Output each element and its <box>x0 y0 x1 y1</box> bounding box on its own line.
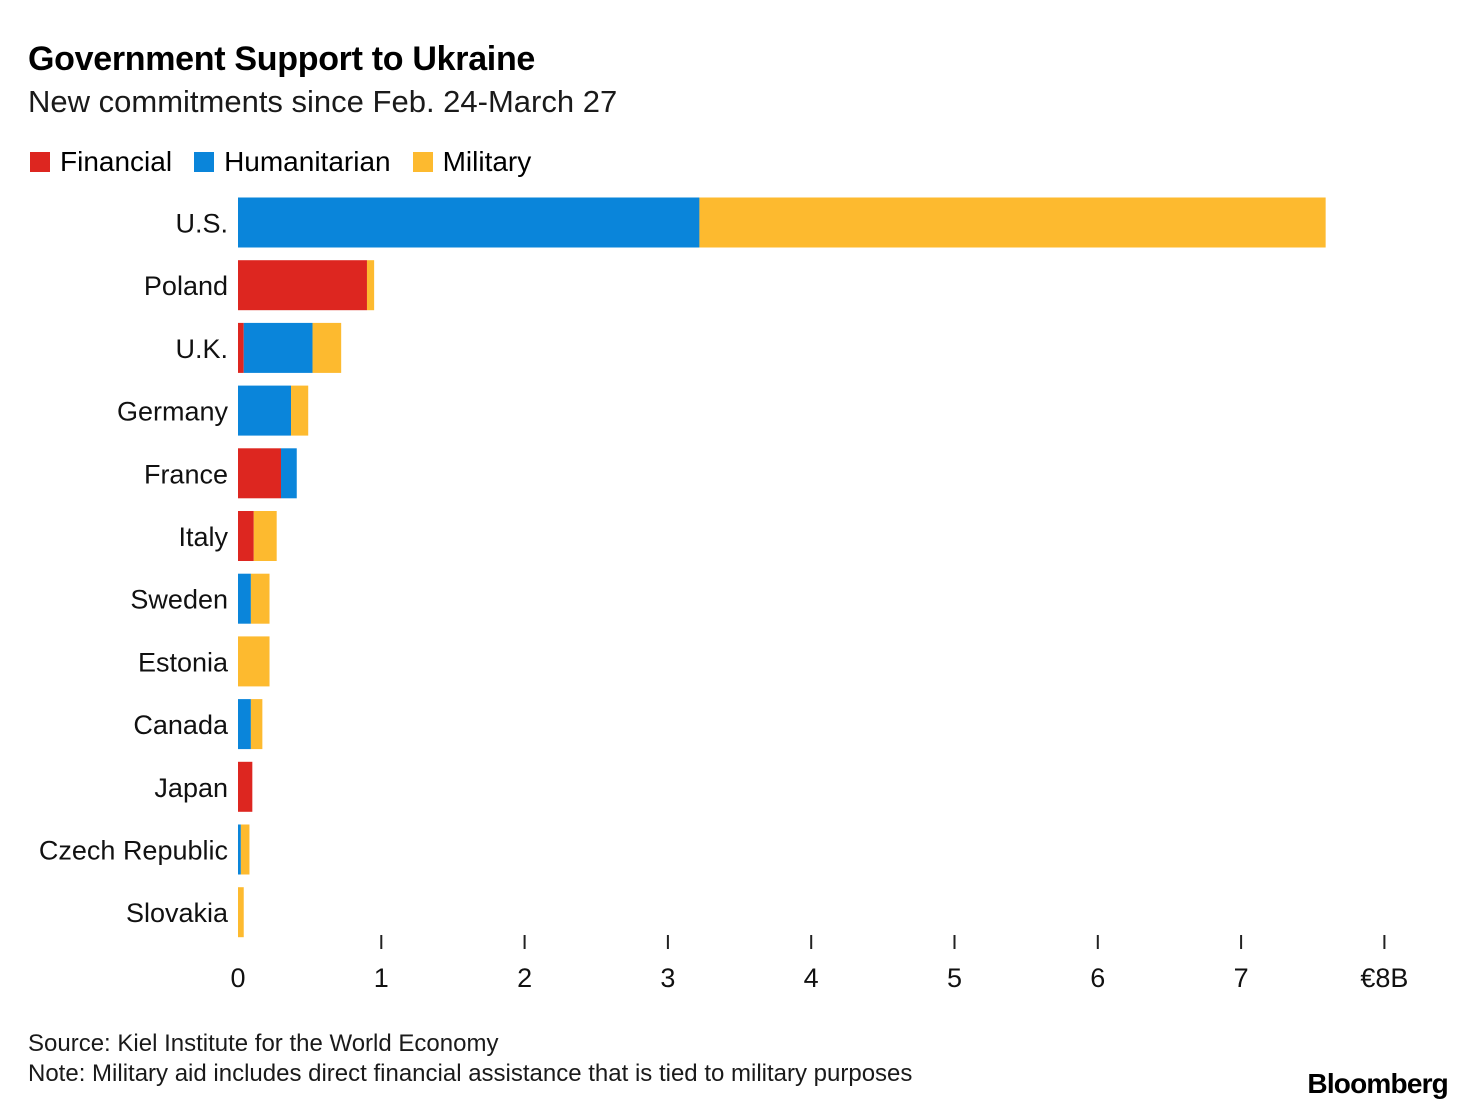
legend-label-financial: Financial <box>60 146 173 177</box>
bloomberg-logo: Bloomberg <box>1307 1068 1448 1099</box>
bar-estonia-military <box>238 636 270 687</box>
bar-france-humanitarian <box>280 448 297 499</box>
bar-slovakia-military <box>238 887 244 938</box>
legend-label-humanitarian: Humanitarian <box>224 146 391 177</box>
category-label-sweden: Sweden <box>130 585 228 615</box>
bar-czech-republic-military <box>240 824 250 875</box>
category-label-canada: Canada <box>133 710 229 740</box>
x-tick-label-2: 2 <box>517 963 532 993</box>
bar-italy-military <box>253 511 277 561</box>
bar-czech-republic-humanitarian <box>238 824 241 875</box>
category-label-france: France <box>144 459 228 489</box>
x-tick-label-8: €8B <box>1360 963 1408 993</box>
bar-u-s-military <box>699 197 1326 248</box>
category-label-slovakia: Slovakia <box>126 898 229 928</box>
bar-germany-military <box>291 385 309 436</box>
category-label-u-k: U.K. <box>175 334 228 364</box>
bar-poland-financial <box>238 260 367 311</box>
category-label-czech-republic: Czech Republic <box>39 836 228 866</box>
chart-legend: Financial Humanitarian Military <box>30 146 553 178</box>
x-tick-label-0: 0 <box>230 963 245 993</box>
bar-sweden-humanitarian <box>238 573 251 624</box>
chart-title: Government Support to Ukraine <box>28 40 536 78</box>
bar-u-s-humanitarian <box>238 197 700 248</box>
legend-swatch-military <box>412 152 433 172</box>
legend-swatch-financial <box>30 152 50 172</box>
x-tick-label-7: 7 <box>1234 963 1249 993</box>
legend-item-humanitarian: Humanitarian <box>194 146 391 178</box>
bar-canada-humanitarian <box>238 699 251 750</box>
bar-france-financial <box>238 448 281 499</box>
bar-canada-military <box>250 699 263 750</box>
legend-swatch-humanitarian <box>194 152 215 172</box>
legend-item-financial: Financial <box>30 146 172 178</box>
legend-item-military: Military <box>412 146 532 178</box>
category-label-poland: Poland <box>144 271 228 301</box>
footnote: Note: Military aid includes direct finan… <box>28 1060 913 1087</box>
bar-u-k-humanitarian <box>243 322 313 373</box>
bar-u-k-financial <box>238 322 244 373</box>
category-label-estonia: Estonia <box>138 647 229 677</box>
category-label-japan: Japan <box>154 773 228 803</box>
legend-label-military: Military <box>442 146 532 177</box>
category-label-italy: Italy <box>178 522 228 552</box>
source-note: Source: Kiel Institute for the World Eco… <box>28 1030 499 1057</box>
bar-italy-financial <box>238 511 254 561</box>
bar-poland-military <box>366 260 375 311</box>
bar-sweden-military <box>250 573 270 624</box>
bar-u-k-military <box>312 322 342 373</box>
x-tick-label-4: 4 <box>804 963 819 993</box>
chart-subtitle: New commitments since Feb. 24-March 27 <box>28 84 618 119</box>
category-label-germany: Germany <box>117 397 229 427</box>
x-tick-label-5: 5 <box>947 963 962 993</box>
x-tick-label-6: 6 <box>1090 963 1105 993</box>
bar-japan-financial <box>238 761 253 812</box>
stacked-bar-chart: U.S. Poland U.K. Germany France Italy Sweden Es… <box>39 197 1408 993</box>
category-label-u-s: U.S. <box>175 209 228 239</box>
x-tick-label-3: 3 <box>660 963 675 993</box>
x-tick-label-1: 1 <box>374 963 389 993</box>
bar-germany-humanitarian <box>238 385 292 436</box>
